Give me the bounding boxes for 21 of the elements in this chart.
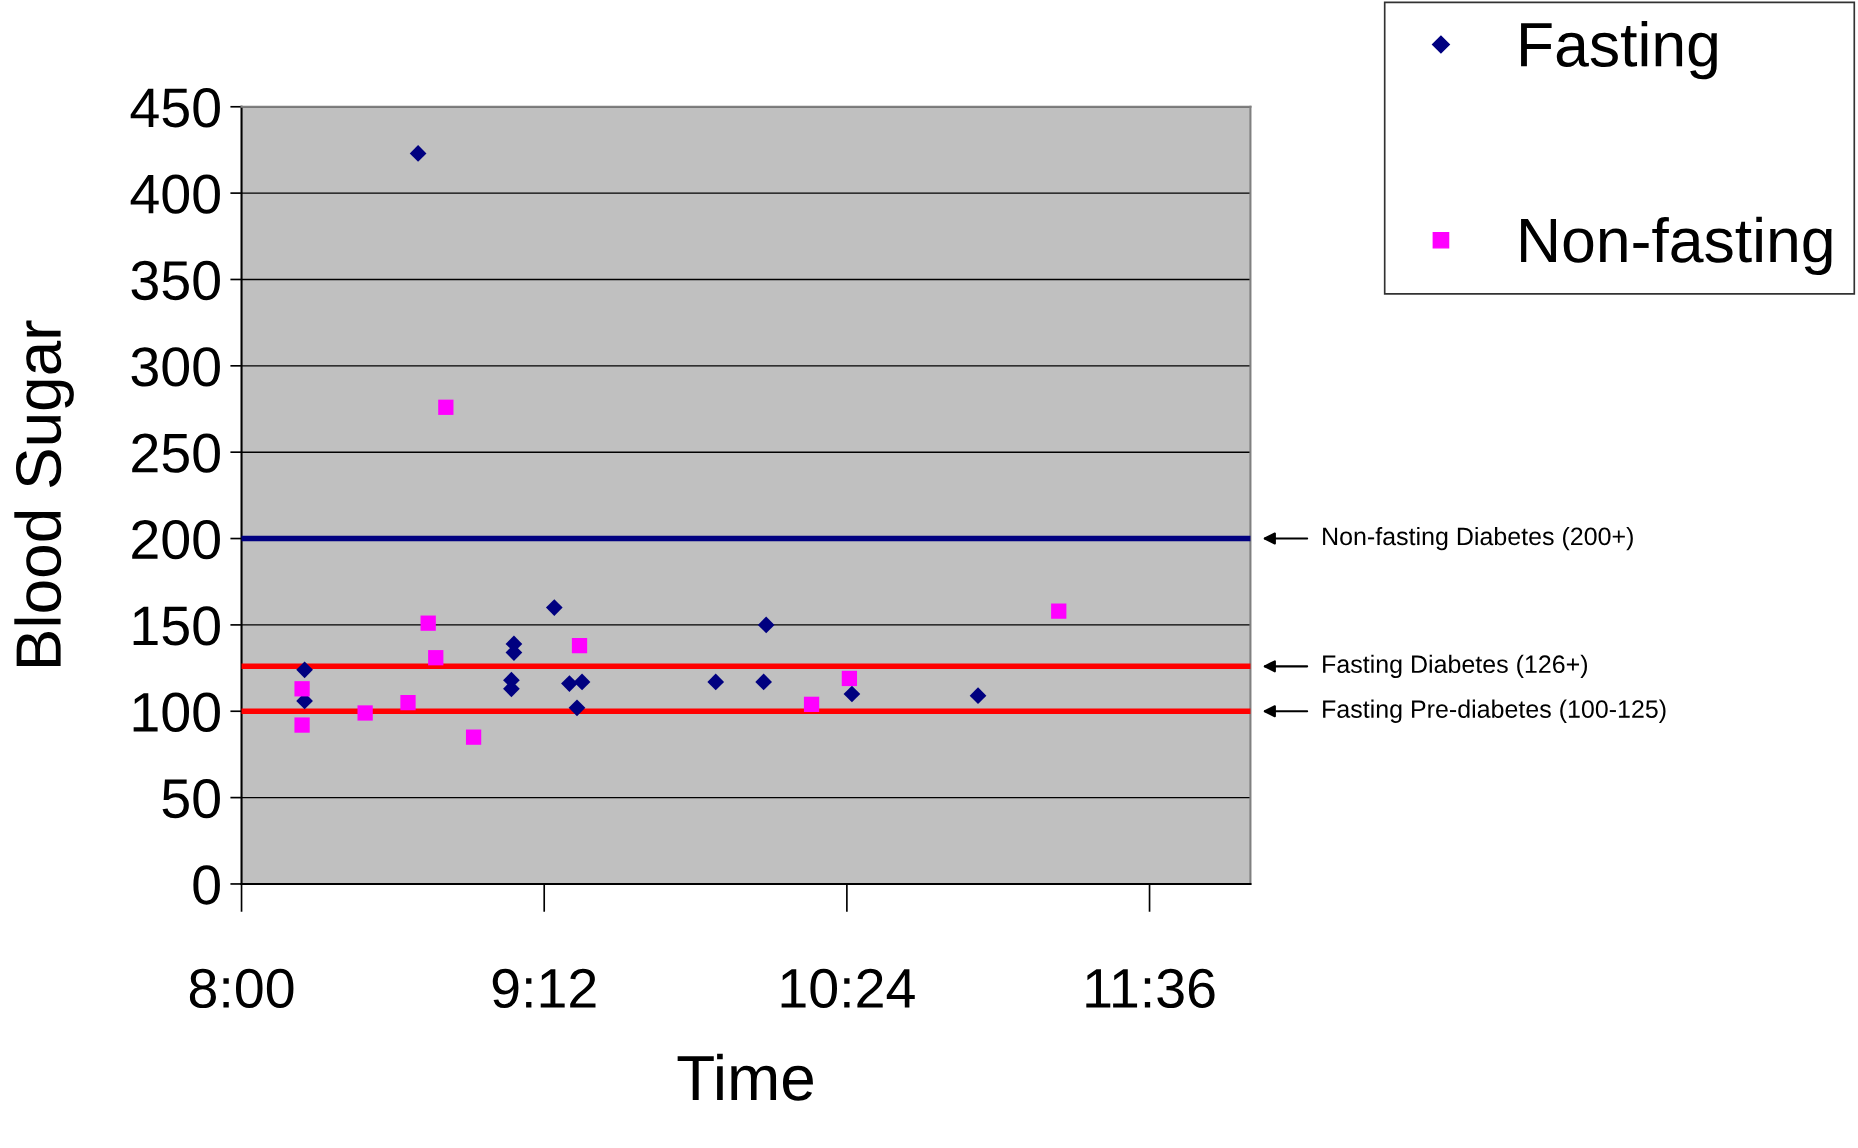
y-tick-label: 150 xyxy=(133,606,220,646)
y-tick-label: 350 xyxy=(131,260,220,301)
y-axis-title: Blood Sugar xyxy=(14,320,74,666)
x-tick-label: 9:12 xyxy=(492,968,596,1009)
y-tick-label: 0 xyxy=(193,865,220,905)
ref-line-label: Fasting Pre-diabetes (100-125) xyxy=(1323,699,1666,723)
x-axis-title: Time xyxy=(677,1053,813,1101)
y-tick-label: 400 xyxy=(130,174,220,214)
y-tick-label: 250 xyxy=(132,433,220,473)
legend-label: Fasting xyxy=(1521,21,1717,80)
y-tick-label: 450 xyxy=(130,88,220,128)
ref-line-label: Fasting Diabetes (126+) xyxy=(1323,654,1588,678)
legend-label: Non-fasting xyxy=(1521,216,1832,276)
y-tick-label: 200 xyxy=(132,519,220,560)
ref-line-label: Non-fasting Diabetes (200+) xyxy=(1323,526,1633,551)
x-tick-label: 11:36 xyxy=(1086,968,1215,1009)
x-tick-label: 10:24 xyxy=(781,968,915,1009)
y-tick-label: 300 xyxy=(131,347,220,387)
x-tick-label: 8:00 xyxy=(189,968,294,1009)
y-tick-label: 100 xyxy=(133,692,220,732)
y-tick-label: 50 xyxy=(162,778,220,819)
